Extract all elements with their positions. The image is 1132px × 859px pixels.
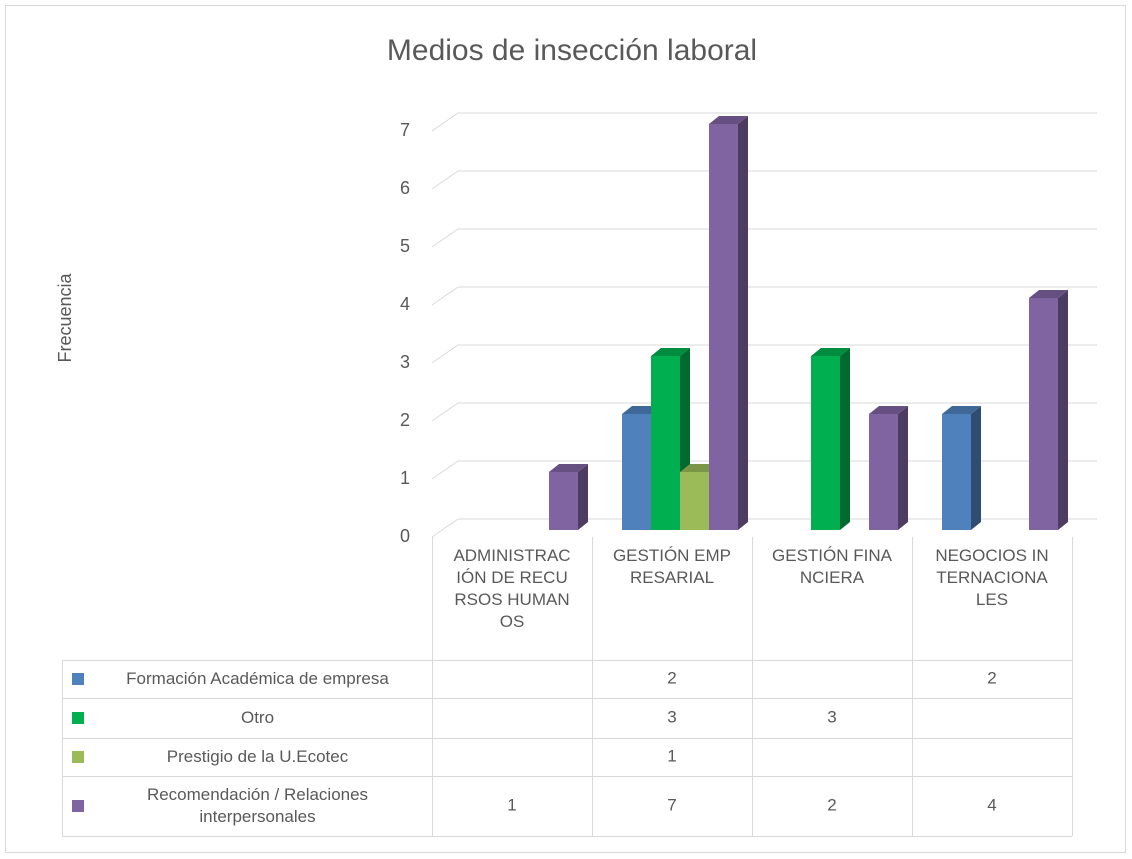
table-value: 4 (987, 795, 996, 814)
grid-line (431, 402, 1097, 422)
table-value: 2 (827, 795, 836, 814)
table-value: 1 (507, 795, 516, 814)
bar (869, 406, 908, 530)
bar (1029, 290, 1068, 530)
bar-top (869, 406, 908, 414)
legend-entry: Formación Académica de empresa (126, 669, 389, 688)
bar (709, 116, 748, 530)
bar-front (709, 124, 738, 530)
y-tick-label: 4 (400, 294, 410, 314)
y-tick-label: 1 (400, 468, 410, 488)
grid-line (431, 344, 1097, 364)
y-tick-label: 6 (400, 178, 410, 198)
chart-border (5, 5, 1126, 853)
x-tick-label: GESTIÓN EMPRESARIAL (612, 546, 732, 587)
table-value: 3 (667, 707, 676, 726)
table-value: 7 (667, 795, 676, 814)
y-tick-label: 3 (400, 352, 410, 372)
legend-entry: Prestigio de la U.Ecotec (166, 747, 349, 766)
grid-line (431, 170, 1097, 190)
legend-key (72, 751, 84, 763)
bar-top (1029, 290, 1068, 298)
table-value: 2 (667, 668, 676, 687)
legend-key (72, 673, 84, 685)
bar-side (898, 406, 908, 530)
bar-top (651, 348, 690, 356)
bar-side (971, 406, 981, 530)
bar (549, 464, 588, 530)
x-tick-label: ADMINISTRACIÓN DE RECURSOS HUMANOS (453, 546, 571, 631)
bar-top (549, 464, 588, 472)
bar-side (578, 464, 588, 530)
y-tick-label: 0 (400, 526, 410, 546)
bar-top (709, 116, 748, 124)
x-tick-label: GESTIÓN FINANCIERA (772, 546, 892, 587)
bar (942, 406, 981, 530)
bar-side (1058, 290, 1068, 530)
bar-front (680, 472, 709, 530)
bar-side (738, 116, 748, 530)
y-axis-label: Frecuencia (55, 272, 75, 362)
grid-line (431, 228, 1097, 248)
y-tick-label: 7 (400, 120, 410, 140)
bar-front (942, 414, 971, 530)
bar-front (651, 356, 680, 530)
bar-front (869, 414, 898, 530)
bar-front (811, 356, 840, 530)
table-value: 2 (987, 668, 996, 687)
y-tick-label: 2 (400, 410, 410, 430)
legend-key (72, 800, 84, 812)
bar-front (549, 472, 578, 530)
grid-line (431, 112, 1097, 132)
bar-side (840, 348, 850, 530)
legend-entry: Recomendación / Relaciones interpersonal… (146, 785, 369, 826)
bar-top (942, 406, 981, 414)
table-value: 3 (827, 707, 836, 726)
table-value: 1 (667, 746, 676, 765)
legend-key (72, 712, 84, 724)
chart-title: Medios de insección laboral (387, 34, 757, 67)
grid-line (431, 286, 1097, 306)
y-tick-label: 5 (400, 236, 410, 256)
x-tick-label: NEGOCIOS INTERNACIONALES (935, 546, 1049, 609)
bar-front (1029, 298, 1058, 530)
bar-top (811, 348, 850, 356)
bar (811, 348, 850, 530)
bar-front (622, 414, 651, 530)
legend-entry: Otro (240, 708, 275, 727)
